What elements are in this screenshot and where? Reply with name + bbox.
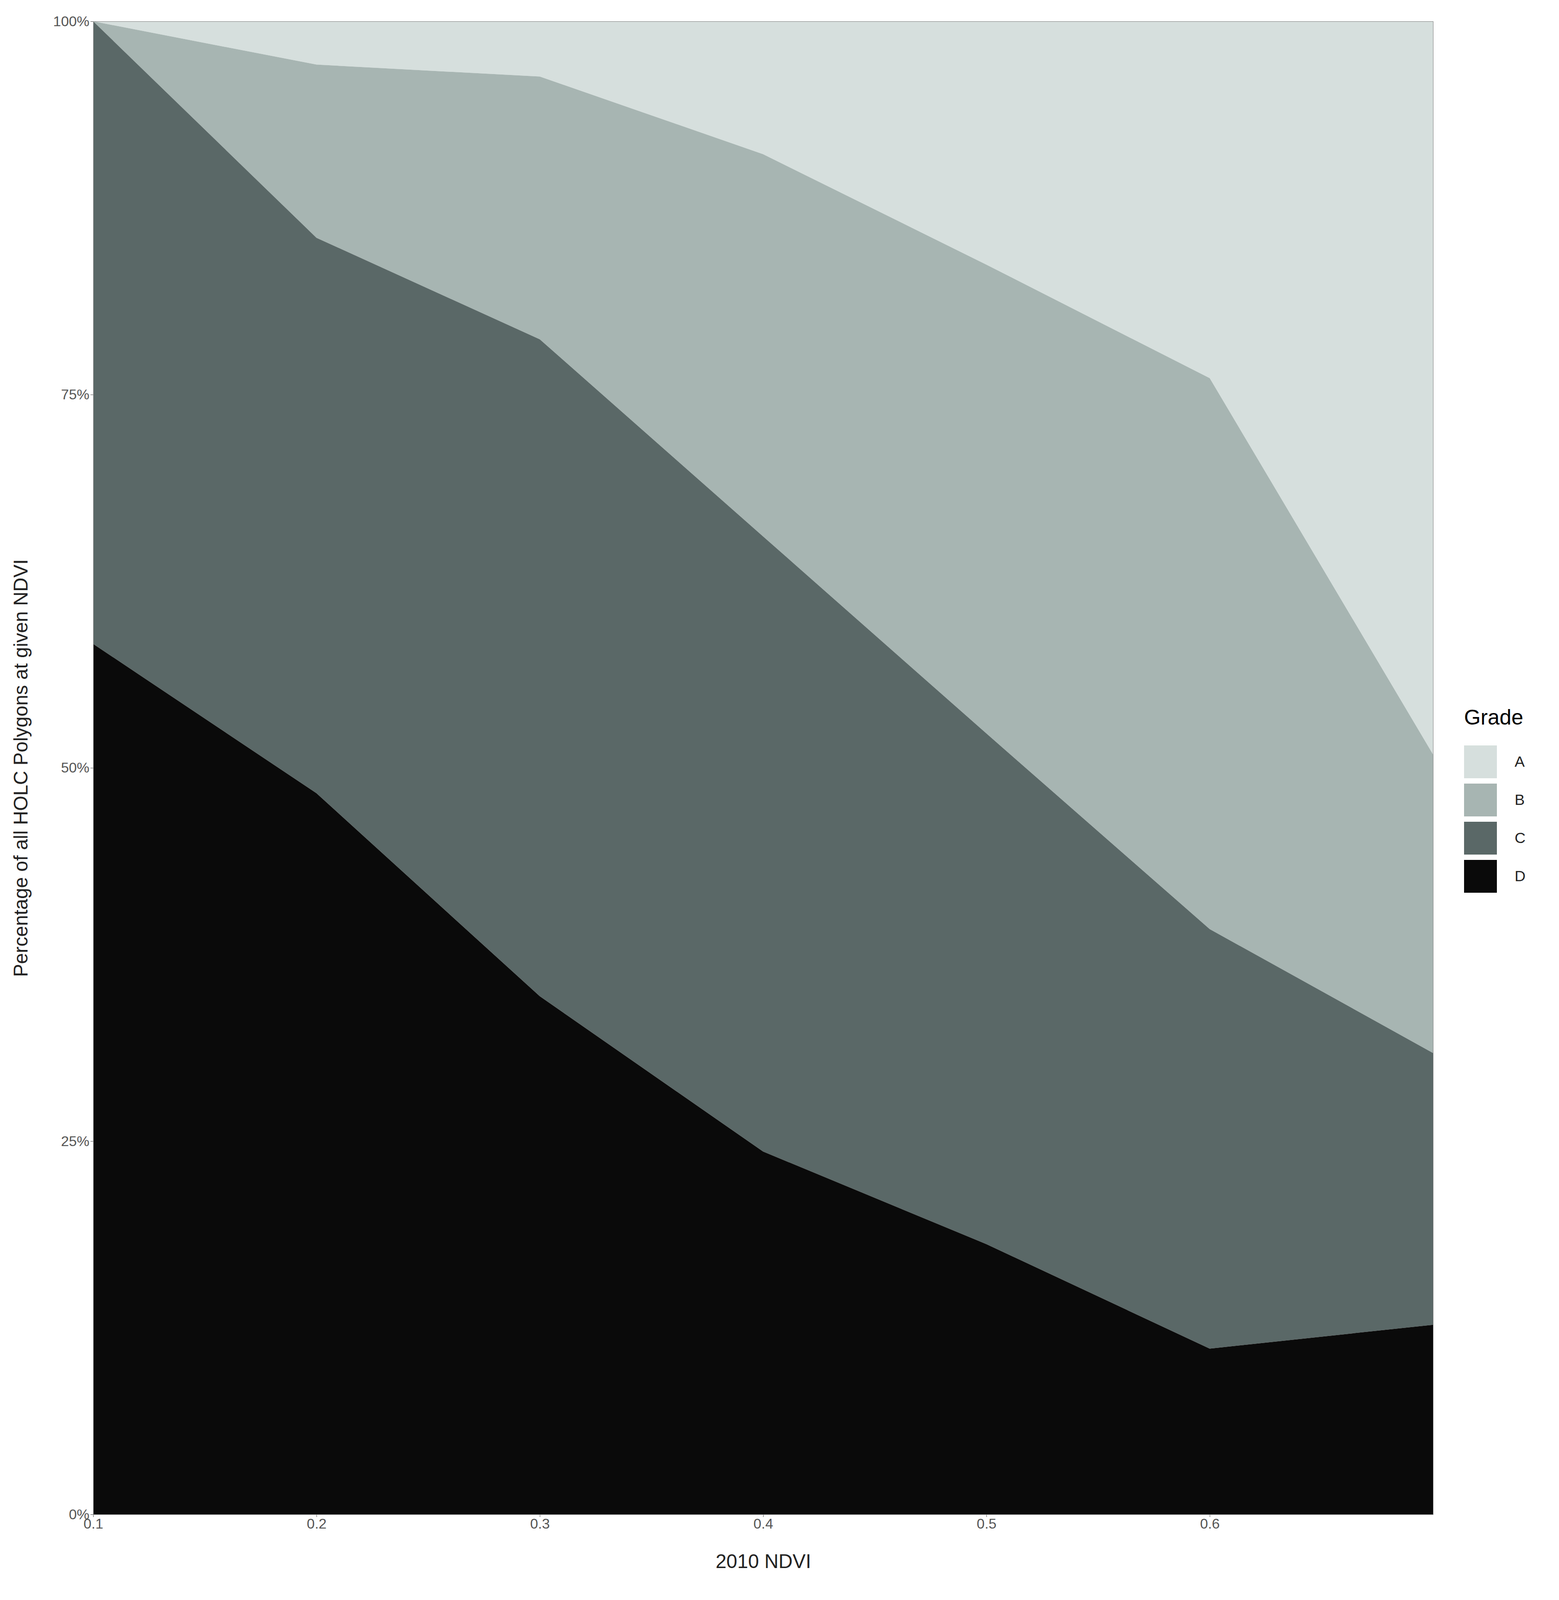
- html-text:B: B: [1514, 791, 1525, 808]
- svg-text:0.6: 0.6: [1200, 1515, 1220, 1532]
- html-text:Grade: Grade: [1464, 705, 1524, 729]
- svg-text:100%: 100%: [53, 13, 90, 30]
- svg-text:25%: 25%: [60, 1132, 90, 1149]
- html-text:D: D: [1514, 867, 1526, 885]
- svg-text:0.2: 0.2: [307, 1515, 327, 1532]
- svg-text:0.1: 0.1: [83, 1515, 103, 1532]
- svg-text:0.4: 0.4: [753, 1515, 773, 1532]
- svg-text:75%: 75%: [60, 386, 90, 403]
- svg-text:0%: 0%: [68, 1506, 90, 1523]
- svg-text:2010 NDVI: 2010 NDVI: [715, 1550, 811, 1572]
- svg-text:0.3: 0.3: [530, 1515, 550, 1532]
- html-text:A: A: [1514, 752, 1525, 770]
- svg-text:0.5: 0.5: [976, 1515, 997, 1532]
- svg-text:Percentage of all HOLC Polygon: Percentage of all HOLC Polygons at given…: [9, 559, 32, 977]
- html-text:C: C: [1514, 829, 1526, 847]
- svg-text:50%: 50%: [60, 759, 90, 776]
